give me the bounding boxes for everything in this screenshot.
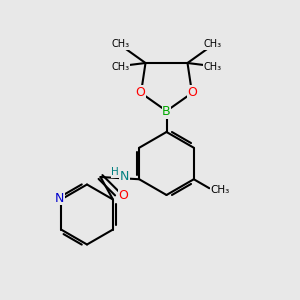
Text: N: N: [120, 170, 129, 183]
Text: CH₃: CH₃: [112, 61, 130, 72]
Text: CH₃: CH₃: [203, 61, 221, 72]
Text: H: H: [112, 167, 119, 177]
Text: O: O: [188, 86, 197, 99]
Text: CH₃: CH₃: [112, 39, 130, 50]
Text: N: N: [55, 191, 64, 205]
Text: O: O: [119, 189, 128, 203]
Text: CH₃: CH₃: [203, 39, 221, 50]
Text: CH₃: CH₃: [210, 185, 230, 195]
Text: O: O: [136, 86, 145, 99]
Text: B: B: [162, 105, 171, 118]
